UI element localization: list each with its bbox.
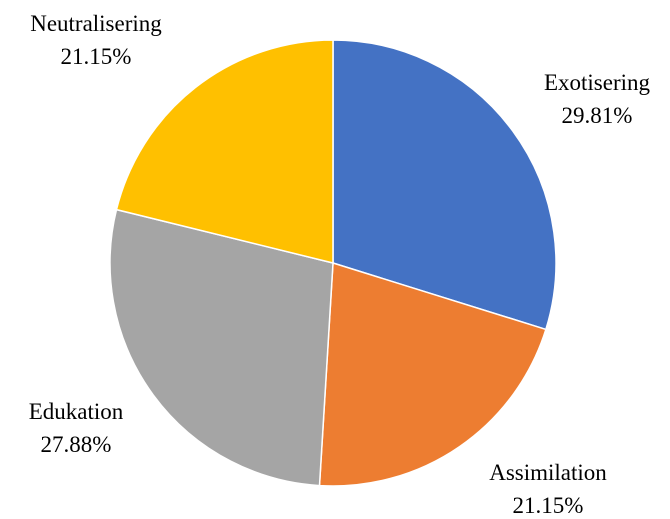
pie-slice-neutralisering [115,39,334,264]
pie-slice-edukation [109,208,334,487]
slice-value-neutralisering: 21.15% [61,44,132,69]
pie-slices [109,39,557,487]
slice-label-assimilation: Assimilation [489,460,607,485]
pie-slice-exotisering [332,39,557,331]
slice-label-neutralisering: Neutralisering [30,11,162,36]
slice-label-edukation: Edukation [29,399,124,424]
slice-label-exotisering: Exotisering [544,70,651,95]
pie-slice-assimilation [318,262,547,487]
slice-value-assimilation: 21.15% [513,493,584,518]
slice-value-exotisering: 29.81% [562,103,633,128]
slice-value-edukation: 27.88% [41,432,112,457]
pie-labels: Exotisering 29.81% Assimilation 21.15% E… [29,11,651,518]
